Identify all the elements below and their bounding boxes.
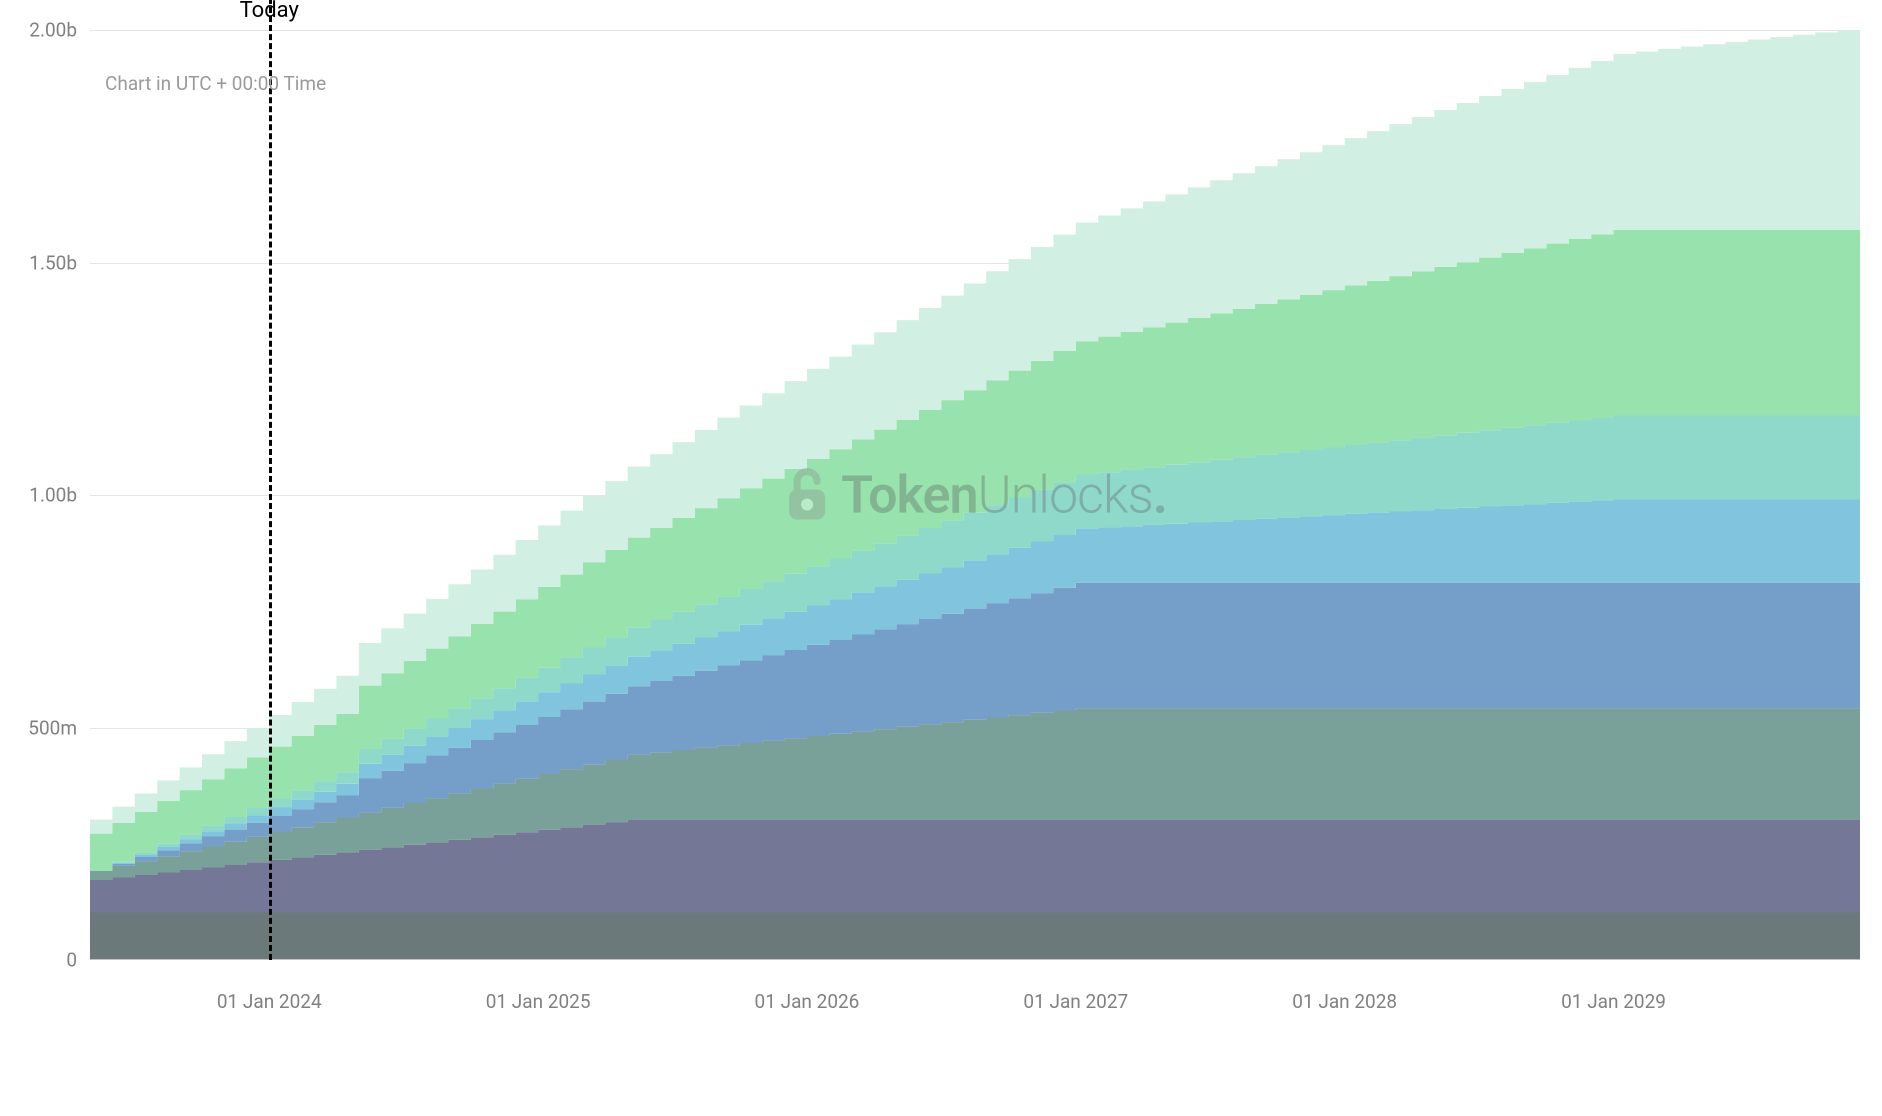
x-tick-label: 01 Jan 2028 — [1292, 990, 1397, 1013]
y-tick-label: 0 — [66, 949, 77, 972]
x-axis: 01 Jan 2024 01 Jan 2025 01 Jan 2026 01 Jan … — [90, 990, 1860, 1030]
plot-area[interactable]: TokenUnlocks. TodayChart in UTC + 00:00 … — [90, 30, 1860, 960]
series-layer-1[interactable] — [90, 913, 1860, 959]
x-tick-label: 01 Jan 2027 — [1023, 990, 1128, 1013]
token-unlock-chart: 0500m1.00b1.50b2.00b TokenUnlocks. Today… — [20, 30, 1860, 1090]
y-axis: 0500m1.00b1.50b2.00b — [20, 30, 85, 960]
y-tick-label: 500m — [28, 716, 77, 739]
x-tick-label: 01 Jan 2024 — [217, 990, 322, 1013]
x-tick-label: 01 Jan 2026 — [755, 990, 860, 1013]
utc-note: Chart in UTC + 00:00 Time — [105, 72, 326, 95]
today-line — [269, 0, 272, 960]
today-label: Today — [240, 0, 299, 23]
y-tick-label: 2.00b — [29, 19, 77, 42]
x-tick-label: 01 Jan 2025 — [486, 990, 591, 1013]
stacked-area-svg — [90, 30, 1860, 959]
y-tick-label: 1.00b — [29, 484, 77, 507]
x-tick-label: 01 Jan 2029 — [1561, 990, 1666, 1013]
y-tick-label: 1.50b — [29, 251, 77, 274]
